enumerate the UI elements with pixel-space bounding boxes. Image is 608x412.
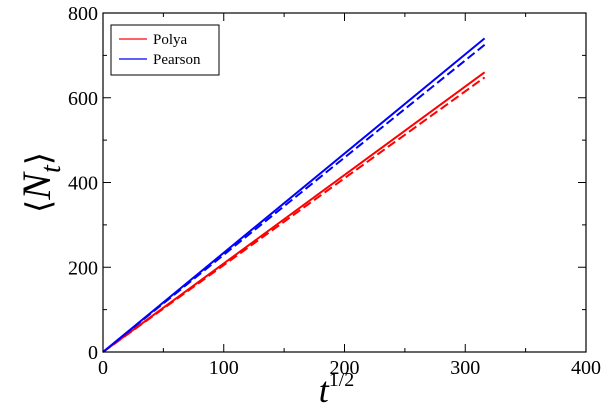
series-line-pearson — [102, 37, 486, 353]
axis-ticks — [102, 12, 587, 353]
y-tick-label: 600 — [68, 88, 98, 110]
y-tick-label: 800 — [68, 3, 98, 25]
svg-text:t1/2: t1/2 — [319, 369, 355, 410]
y-tick-label: 200 — [68, 257, 98, 279]
legend: Polya Pearson — [110, 24, 220, 76]
x-tick-label: 200 — [330, 357, 360, 379]
x-tick-label: 100 — [209, 357, 239, 379]
series-group — [102, 37, 486, 353]
y-tick-label: 0 — [88, 342, 98, 364]
x-tick-label: 300 — [450, 357, 480, 379]
y-axis-label: ⟨Nt⟩ — [14, 152, 67, 213]
svg-text:⟨Nt⟩: ⟨Nt⟩ — [14, 152, 67, 213]
x-axis-label: t1/2 — [319, 369, 355, 410]
y-tick-label: 400 — [68, 173, 98, 195]
x-tick-label: 400 — [571, 357, 601, 379]
series-line-dashed-3 — [102, 44, 486, 353]
legend-box — [110, 24, 220, 76]
legend-label-pearson: Pearson — [153, 52, 201, 68]
legend-label-polya: Polya — [153, 32, 188, 48]
series-line-dashed-1 — [102, 76, 486, 353]
x-tick-label: 0 — [98, 357, 108, 379]
tick-labels: 0 100 200 300 400 0 200 400 600 800 — [68, 3, 601, 379]
